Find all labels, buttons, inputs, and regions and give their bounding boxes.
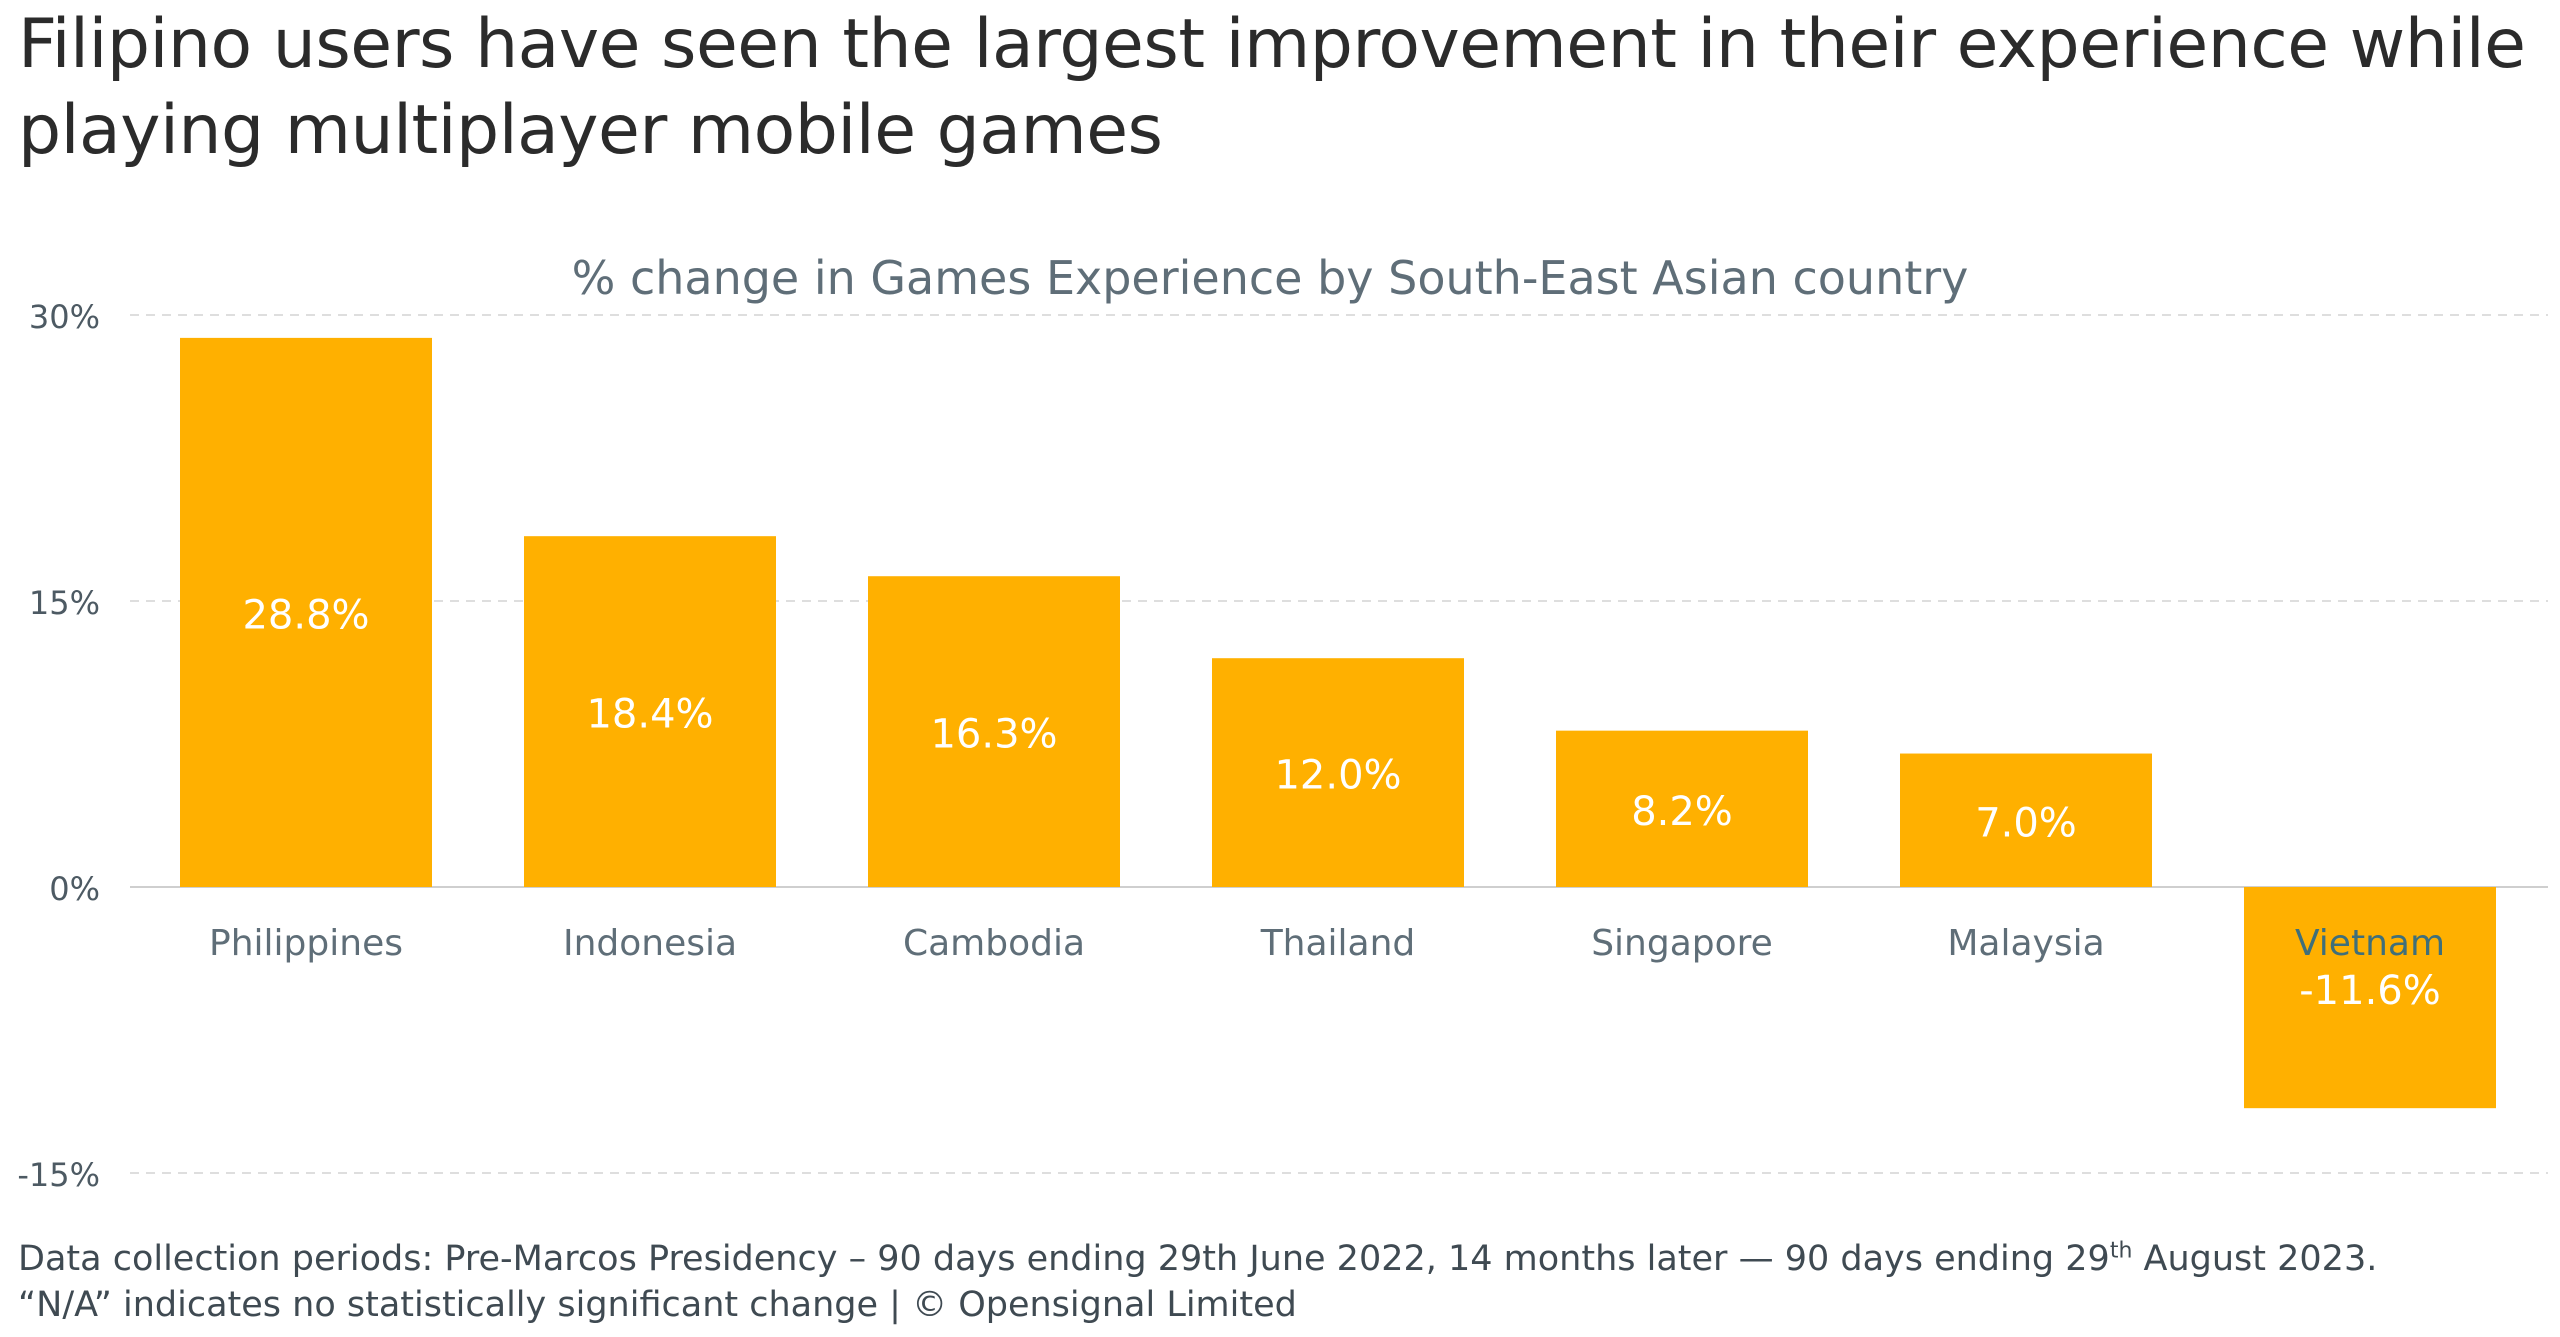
bar-value-label: 7.0% (1975, 800, 2077, 846)
y-tick-label: 30% (29, 298, 100, 336)
bar-value-labels: 28.8% 18.4% 16.3% 12.0% 8.2% 7.0% -11.6% (242, 592, 2440, 1014)
bar-malaysia (1900, 753, 2152, 887)
y-tick-label: -15% (17, 1156, 100, 1194)
bars (180, 337, 2496, 1109)
bar-cambodia (868, 576, 1120, 887)
footer-line-1: Data collection periods: Pre-Marcos Pres… (18, 1236, 2538, 1282)
bar-indonesia (524, 536, 776, 887)
category-labels: Philippines Indonesia Cambodia Thailand Sing… (209, 923, 2445, 964)
bar-value-label: 8.2% (1631, 789, 1733, 835)
category-label: Cambodia (903, 923, 1085, 964)
chart-title: % change in Games Experience by South-Ea… (572, 251, 1969, 305)
category-label: Thailand (1260, 923, 1416, 964)
bar-value-label: 16.3% (930, 712, 1057, 758)
bar-chart: % change in Games Experience by South-Ea… (17, 251, 2548, 1194)
y-axis-ticks: 30% 15% 0% -15% (17, 298, 100, 1194)
footer-note: Data collection periods: Pre-Marcos Pres… (18, 1236, 2538, 1328)
footer-line-2: “N/A” indicates no statistically signifi… (18, 1285, 1297, 1325)
bar-singapore (1556, 730, 1808, 887)
bar-value-label: 18.4% (586, 692, 713, 738)
footer-line-1-text: Data collection periods: Pre-Marcos Pres… (18, 1239, 2110, 1279)
category-label: Philippines (209, 923, 403, 964)
category-label: Malaysia (1947, 923, 2104, 964)
y-tick-label: 15% (29, 584, 100, 622)
footer-line-1-end: August 2023. (2132, 1239, 2378, 1279)
headline: Filipino users have seen the largest imp… (18, 5, 2526, 170)
category-label: Indonesia (563, 923, 737, 964)
category-label: Vietnam (2295, 923, 2445, 964)
footer-line-1-superscript: th (2109, 1238, 2133, 1264)
bar-value-label: 12.0% (1274, 753, 1401, 799)
bar-value-label: -11.6% (2299, 968, 2441, 1014)
bar-vietnam (2244, 887, 2496, 1109)
bar-thailand (1212, 658, 1464, 887)
bar-value-label: 28.8% (242, 592, 369, 638)
bar-philippines (180, 337, 432, 887)
category-label: Singapore (1591, 923, 1773, 964)
y-tick-label: 0% (49, 870, 100, 908)
